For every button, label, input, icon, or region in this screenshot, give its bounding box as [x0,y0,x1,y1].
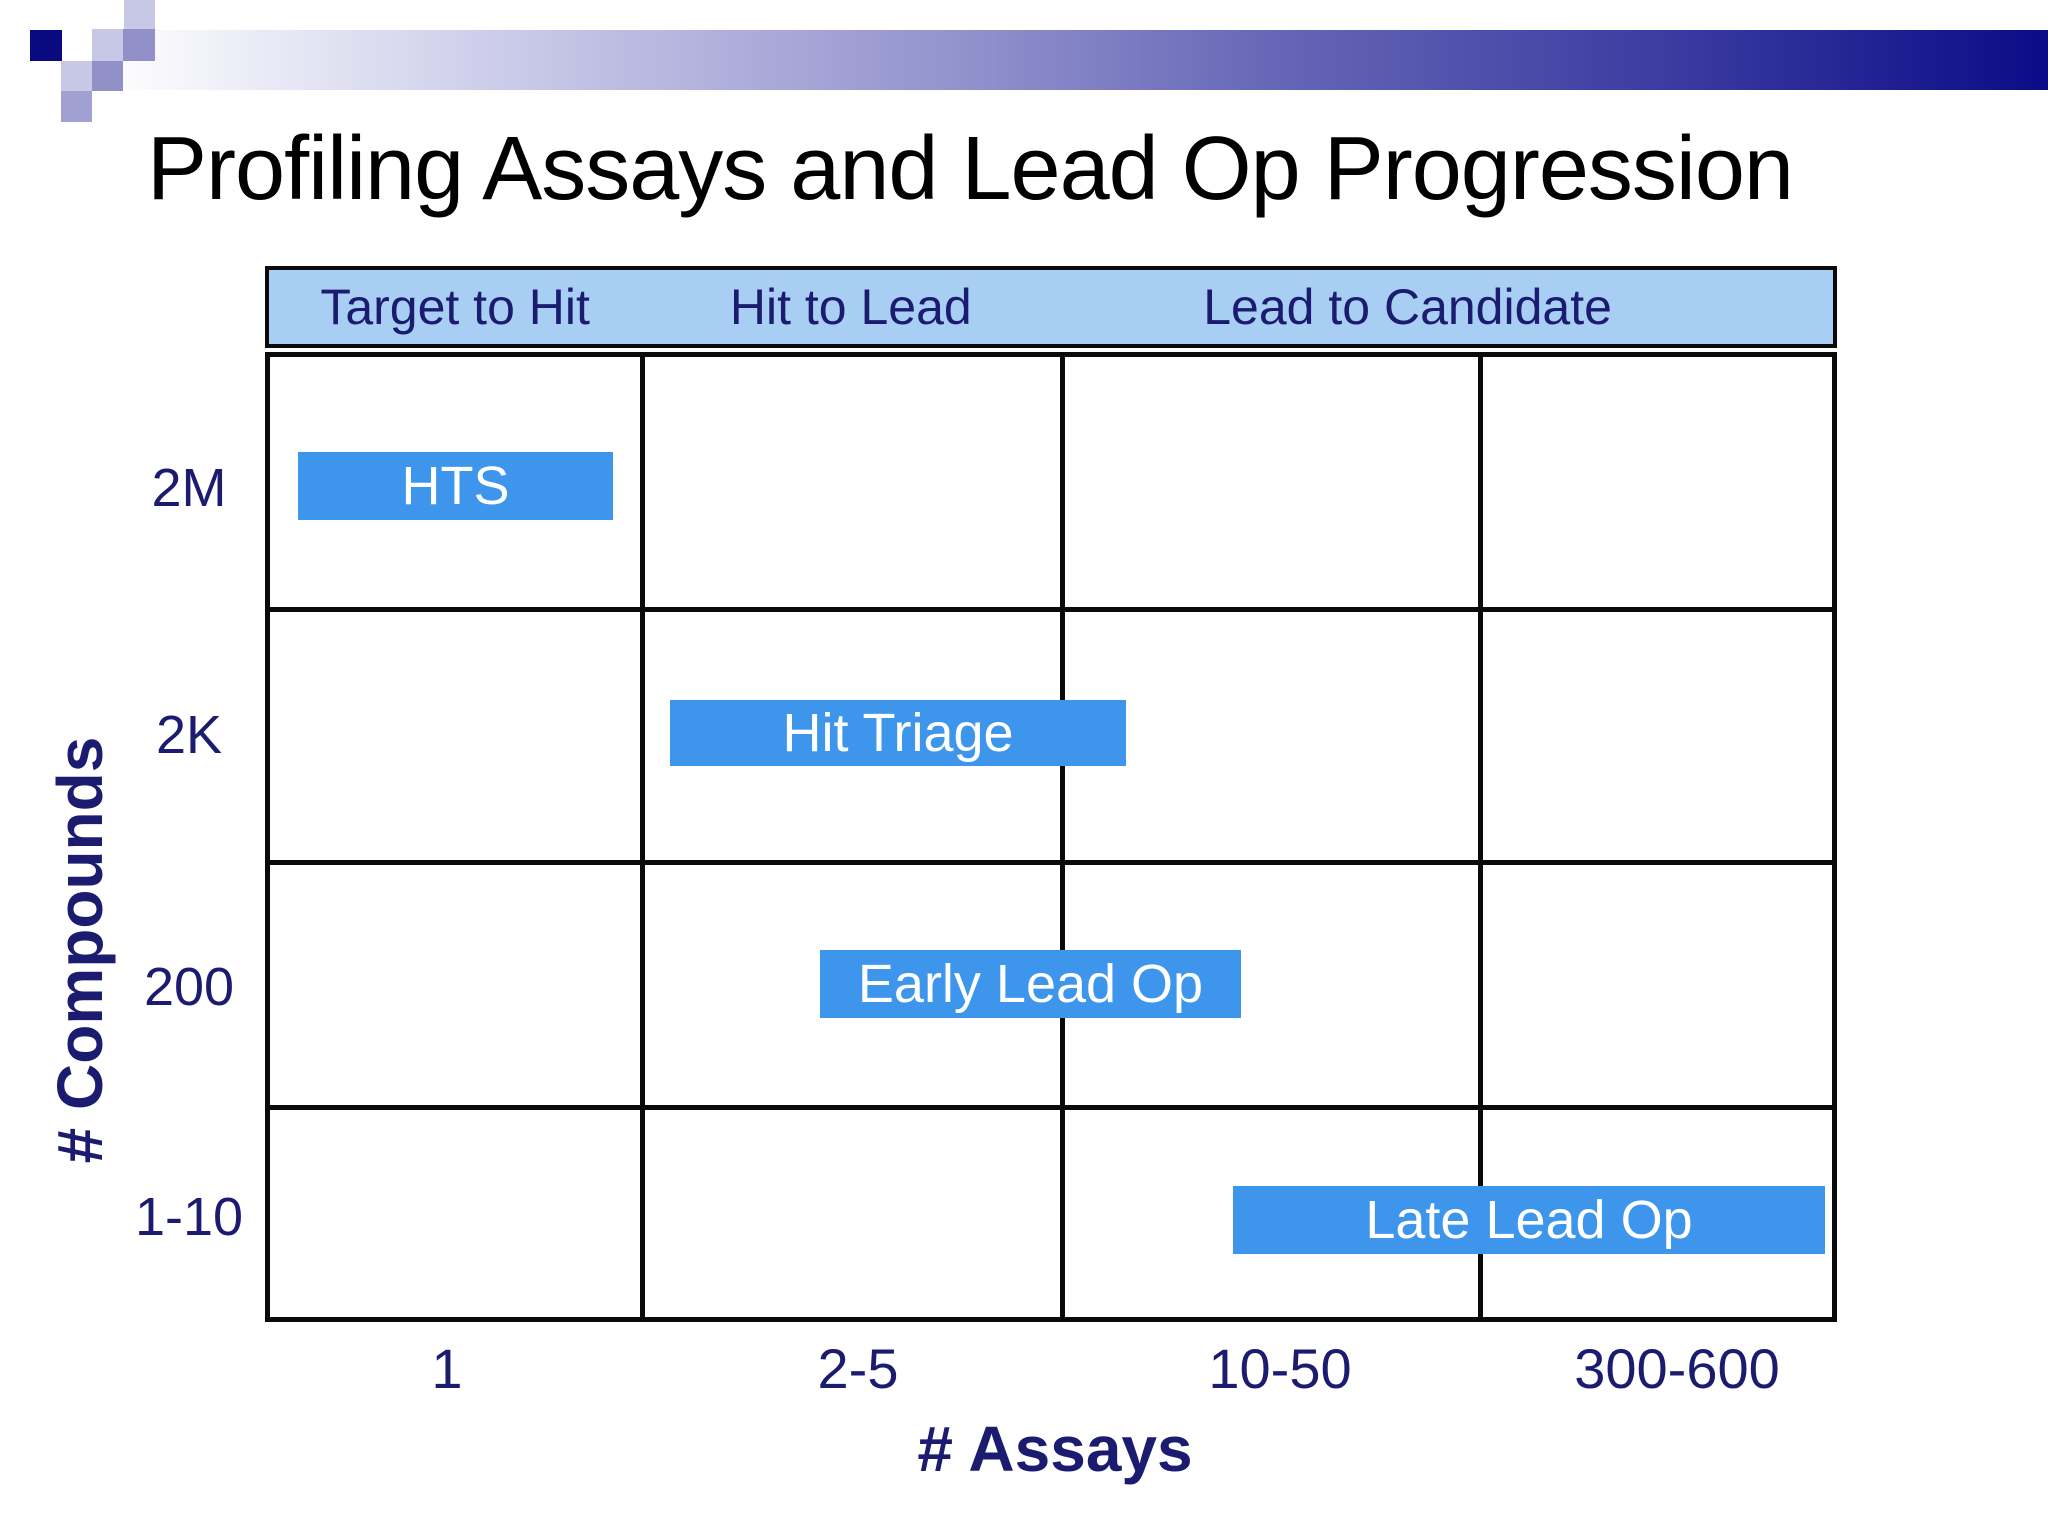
x-tick-2-5: 2-5 [817,1337,899,1400]
y-tick-2k: 2K [155,705,223,765]
deco-square [124,0,155,29]
x-axis-title: # Assays [917,1413,1193,1485]
stage-bar-label: Hit Triage [782,703,1014,763]
grid-line-horizontal [270,1105,1832,1110]
stage-bar-hts: HTS [298,452,613,520]
stage-bar-label: Late Lead Op [1365,1190,1693,1250]
deco-square [61,61,92,92]
x-tick-1: 1 [431,1337,463,1400]
y-tick-2m: 2M [151,458,227,518]
stage-bar-late-lead-op: Late Lead Op [1233,1186,1825,1254]
deco-square [92,61,123,91]
stage-bar-early-lead-op: Early Lead Op [820,950,1241,1018]
x-tick-300-600: 300-600 [1574,1337,1780,1400]
phase-header-bar: Target to Hit Hit to Lead Lead to Candid… [265,266,1837,348]
stage-bar-hit-triage: Hit Triage [670,700,1126,766]
deco-square-dark [30,30,62,61]
y-tick-200: 200 [143,957,235,1017]
grid-line-horizontal [270,860,1832,865]
grid-line-vertical [1060,357,1065,1317]
y-axis-title: # Compounds [44,736,116,1164]
deco-square [92,29,123,61]
deco-square [61,91,92,122]
grid-line-vertical [640,357,645,1317]
phase-label-lead-to-candidate: Lead to Candidate [1203,279,1612,335]
y-tick-1-10: 1-10 [134,1187,244,1247]
deco-square [123,29,155,61]
stage-bar-label: Early Lead Op [857,954,1204,1014]
top-banner-gradient [0,30,2048,90]
x-tick-10-50: 10-50 [1208,1337,1352,1400]
grid-line-vertical [1478,357,1483,1317]
stage-bar-label: HTS [401,456,510,516]
phase-label-target-to-hit: Target to Hit [320,279,590,335]
grid-line-horizontal [270,607,1832,612]
phase-label-hit-to-lead: Hit to Lead [729,279,972,335]
slide-title: Profiling Assays and Lead Op Progression [147,119,1794,219]
